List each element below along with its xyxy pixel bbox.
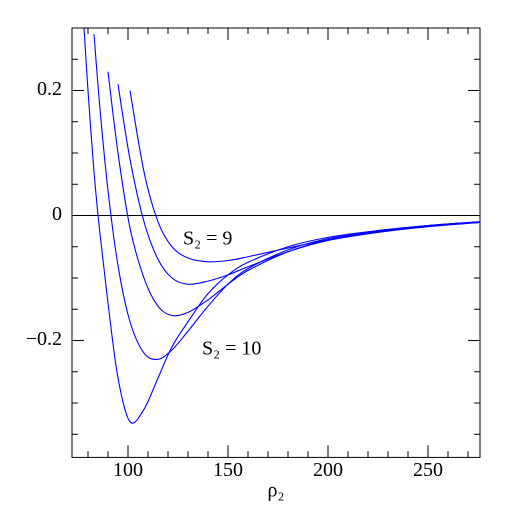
x-tick-label: 200: [313, 459, 343, 481]
annotation: S₂ = 9: [183, 228, 232, 250]
x-tick-label: 250: [413, 459, 443, 481]
x-tick-label: 100: [113, 459, 143, 481]
curve: [93, 34, 480, 360]
y-tick-label: 0.2: [37, 78, 62, 100]
curve: [107, 71, 480, 317]
y-tick-label: −0.2: [26, 328, 62, 350]
y-tick-label: 0: [52, 203, 62, 225]
x-axis-label: ρ₂: [268, 480, 285, 502]
annotation: S₂ = 10: [202, 338, 261, 360]
plot-frame: [71, 27, 481, 458]
curve: [83, 28, 480, 424]
plot-area: [83, 28, 480, 424]
x-tick-label: 150: [213, 459, 243, 481]
curve: [117, 84, 480, 285]
